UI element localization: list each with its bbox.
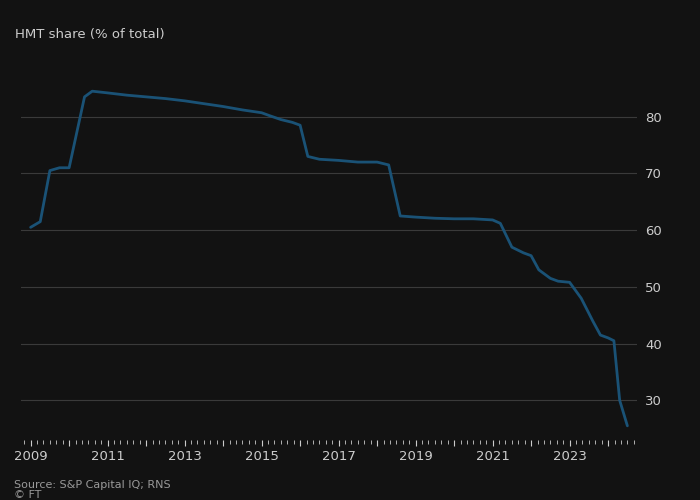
Text: © FT: © FT xyxy=(14,490,41,500)
Text: Source: S&P Capital IQ; RNS: Source: S&P Capital IQ; RNS xyxy=(14,480,171,490)
Text: HMT share (% of total): HMT share (% of total) xyxy=(15,28,164,41)
